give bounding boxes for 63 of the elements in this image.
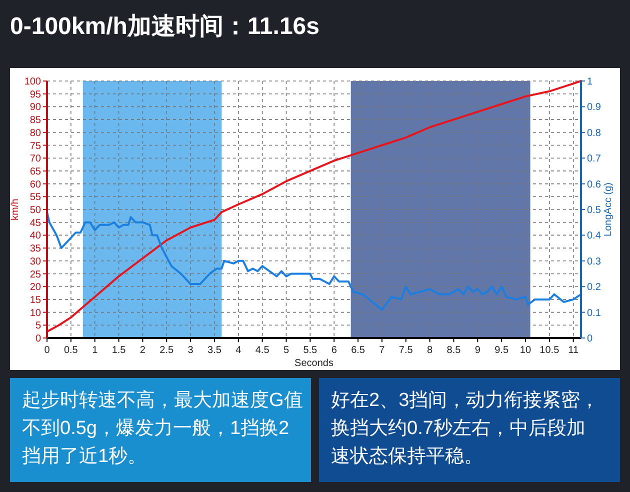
y-tick-label: 5 xyxy=(35,320,42,332)
y2-tick-label: 0.7 xyxy=(587,154,602,165)
x-tick-label: 10 xyxy=(520,345,532,356)
x-tick-label: 5.5 xyxy=(303,345,318,356)
x-tick-label: 10.5 xyxy=(540,345,560,356)
y-tick-label: 35 xyxy=(30,244,42,255)
y2-axis-title: LongAcc (g) xyxy=(603,182,614,236)
line-series xyxy=(46,211,582,311)
x-tick-label: 6.5 xyxy=(351,345,366,356)
y-tick-label: 90 xyxy=(30,102,42,114)
x-tick-label: 3 xyxy=(188,345,194,356)
y-tick-label: 0 xyxy=(35,334,42,344)
y2-tick-label: 0.3 xyxy=(587,256,602,268)
y-tick-label: 80 xyxy=(30,128,42,139)
y2-tick-label: 0.4 xyxy=(587,230,602,242)
x-tick-label: 4.5 xyxy=(255,345,270,356)
y-axis-title: km/h xyxy=(10,198,21,220)
x-tick-label: 5 xyxy=(283,345,290,356)
x-tick-label: 3.5 xyxy=(208,345,222,356)
y2-tick-label: 0.5 xyxy=(587,205,602,216)
y-tick-label: 65 xyxy=(30,166,42,178)
y2-tick-label: 0.8 xyxy=(587,128,602,139)
text: 起步时转速不高，最大加速度G值不到0.5g，爆发力一般，1挡换2挡用了近1秒。 xyxy=(22,389,303,467)
y-tick-label: 20 xyxy=(30,282,42,294)
y-tick-label: 70 xyxy=(30,154,42,165)
y-tick-label: 30 xyxy=(30,256,42,268)
x-tick-label: 11 xyxy=(568,345,579,356)
y-tick-label: 55 xyxy=(30,192,42,204)
x-tick-label: 6 xyxy=(331,345,338,356)
x-axis-title: Seconds xyxy=(294,358,334,369)
y-tick-label: 15 xyxy=(30,294,42,306)
x-tick-label: 8.5 xyxy=(446,345,462,356)
x-tick-label: 2 xyxy=(140,345,146,356)
x-tick-label: 1.5 xyxy=(112,345,126,356)
y-tick-label: 85 xyxy=(30,115,42,126)
x-tick-label: 8 xyxy=(427,345,434,356)
y2-tick-label: 0.9 xyxy=(587,102,602,114)
x-tick-label: 7 xyxy=(379,345,386,356)
x-tick-label: 9.5 xyxy=(494,345,509,356)
y-tick-label: 60 xyxy=(30,179,42,190)
y2-tick-label: 0.6 xyxy=(587,179,602,190)
y-tick-label: 75 xyxy=(30,140,42,152)
y-tick-label: 25 xyxy=(30,269,42,280)
text: 好在2、3挡间，动力衔接紧密，换挡大约0.7秒左右，中后段加速状态保持平稳。 xyxy=(331,389,600,467)
y-tick-label: 95 xyxy=(30,89,42,100)
x-tick-label: 2.5 xyxy=(160,345,174,356)
y2-tick-label: 1 xyxy=(587,76,593,88)
x-tick-label: 7.5 xyxy=(398,345,414,356)
y-tick-label: 40 xyxy=(30,230,42,242)
y-tick-label: 50 xyxy=(30,205,42,216)
y-tick-label: 10 xyxy=(30,308,42,319)
y2-tick-label: 0.2 xyxy=(587,282,602,294)
y2-tick-label: 0 xyxy=(587,334,593,344)
x-tick-label: 1 xyxy=(92,345,98,356)
x-tick-label: 4 xyxy=(236,345,242,356)
line-series xyxy=(46,80,582,333)
x-tick-label: 0.5 xyxy=(64,345,78,356)
y-tick-label: 45 xyxy=(30,218,42,229)
x-tick-label: 9 xyxy=(474,345,481,356)
x-tick-label: 0 xyxy=(44,345,50,356)
y-tick-label: 100 xyxy=(24,76,42,88)
y2-tick-label: 0.1 xyxy=(587,308,602,319)
chart-title: 0-100km/h加速时间：11.16s xyxy=(10,13,320,40)
